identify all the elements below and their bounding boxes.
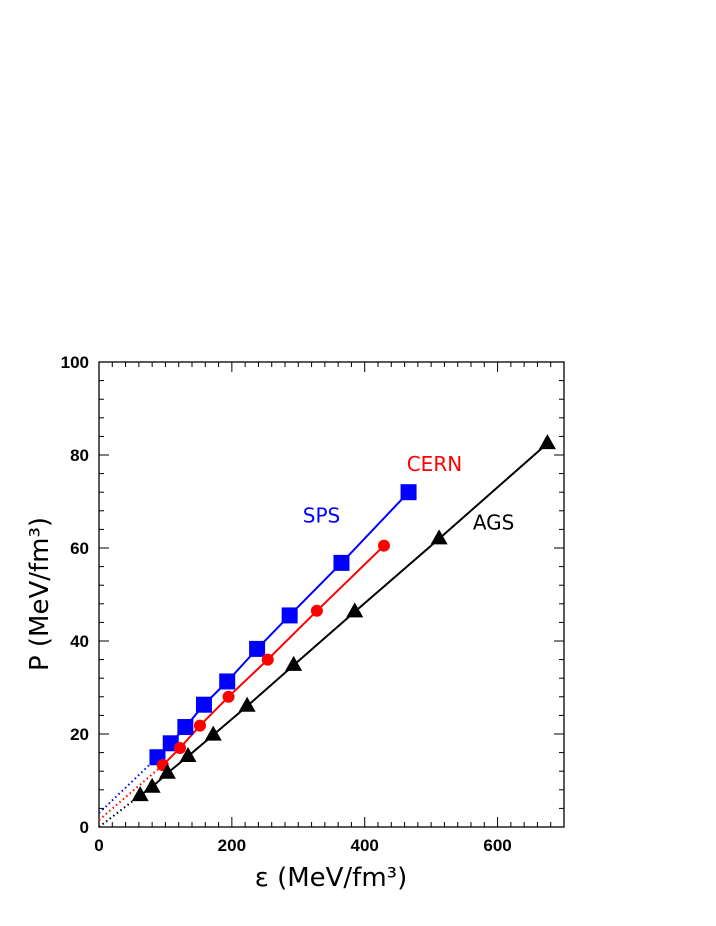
sps-point — [333, 554, 350, 571]
sps-point — [219, 673, 236, 690]
ags-point — [238, 696, 256, 712]
x-tick-label: 0 — [94, 836, 103, 855]
plot-frame — [98, 361, 565, 828]
x-tick-label: 600 — [483, 836, 511, 855]
ags-point — [143, 777, 161, 793]
cern-point — [222, 690, 235, 703]
marker-layer — [131, 434, 556, 802]
cern-series-label: CERN — [407, 452, 462, 476]
sps-series-line — [156, 491, 410, 758]
cern-point — [377, 539, 390, 552]
y-tick-label: 20 — [70, 725, 89, 744]
ags-point — [204, 725, 222, 741]
sps-series-label: SPS — [303, 503, 340, 527]
sps-point — [249, 640, 266, 657]
ags-point — [430, 529, 448, 545]
x-tick-label: 400 — [351, 836, 379, 855]
ags-point — [346, 602, 364, 618]
ags-point — [285, 655, 303, 671]
cern-series-line — [162, 544, 385, 766]
ags-point — [158, 763, 176, 779]
sps-point — [281, 607, 298, 624]
y-axis-title: P (MeV/fm³) — [25, 517, 55, 671]
axis-ticks — [98, 361, 565, 828]
cern-point — [310, 604, 323, 617]
ags-point — [538, 434, 556, 450]
y-tick-label: 0 — [80, 818, 89, 837]
ags-series-line — [139, 442, 549, 797]
y-tick-label: 80 — [70, 446, 89, 465]
x-tick-label: 200 — [218, 836, 246, 855]
y-tick-label: 100 — [61, 353, 89, 372]
annotation-layer: SPS CERN AGS — [303, 452, 515, 535]
cern-point — [174, 741, 187, 754]
cern-extrapolation-line — [98, 764, 164, 821]
sps-point — [400, 484, 417, 501]
axis-tick-labels: 0 200 400 600 0 20 40 60 80 100 — [61, 353, 512, 855]
cern-point — [261, 653, 274, 666]
x-axis-title: ε (MeV/fm³) — [255, 863, 407, 893]
sps-point — [177, 719, 194, 736]
ags-point — [179, 747, 197, 763]
sps-point — [195, 696, 212, 713]
ags-series-label: AGS — [473, 510, 515, 534]
y-tick-label: 60 — [70, 539, 89, 558]
ags-point — [131, 786, 149, 802]
y-tick-label: 40 — [70, 632, 89, 651]
cern-point — [193, 719, 206, 732]
